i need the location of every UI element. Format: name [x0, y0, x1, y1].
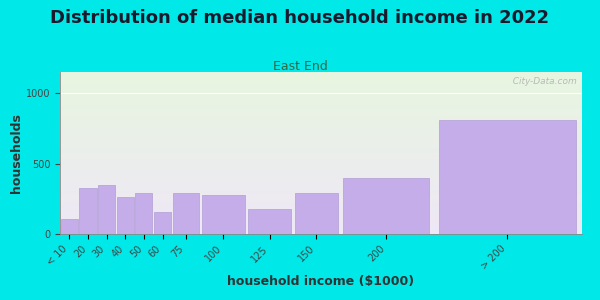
- Bar: [116, 197, 134, 234]
- Bar: [61, 218, 78, 234]
- Bar: [154, 212, 171, 234]
- Bar: [202, 195, 245, 234]
- Text: Distribution of median household income in 2022: Distribution of median household income …: [50, 9, 550, 27]
- Bar: [343, 178, 429, 234]
- Bar: [79, 188, 97, 234]
- Text: East End: East End: [272, 60, 328, 73]
- Bar: [295, 193, 338, 234]
- Bar: [173, 193, 199, 234]
- Bar: [439, 120, 576, 234]
- Text: City-Data.com: City-Data.com: [507, 77, 577, 86]
- Bar: [136, 193, 152, 234]
- Y-axis label: households: households: [10, 113, 23, 193]
- Bar: [98, 185, 115, 234]
- X-axis label: household income ($1000): household income ($1000): [227, 274, 415, 288]
- Bar: [248, 209, 291, 234]
